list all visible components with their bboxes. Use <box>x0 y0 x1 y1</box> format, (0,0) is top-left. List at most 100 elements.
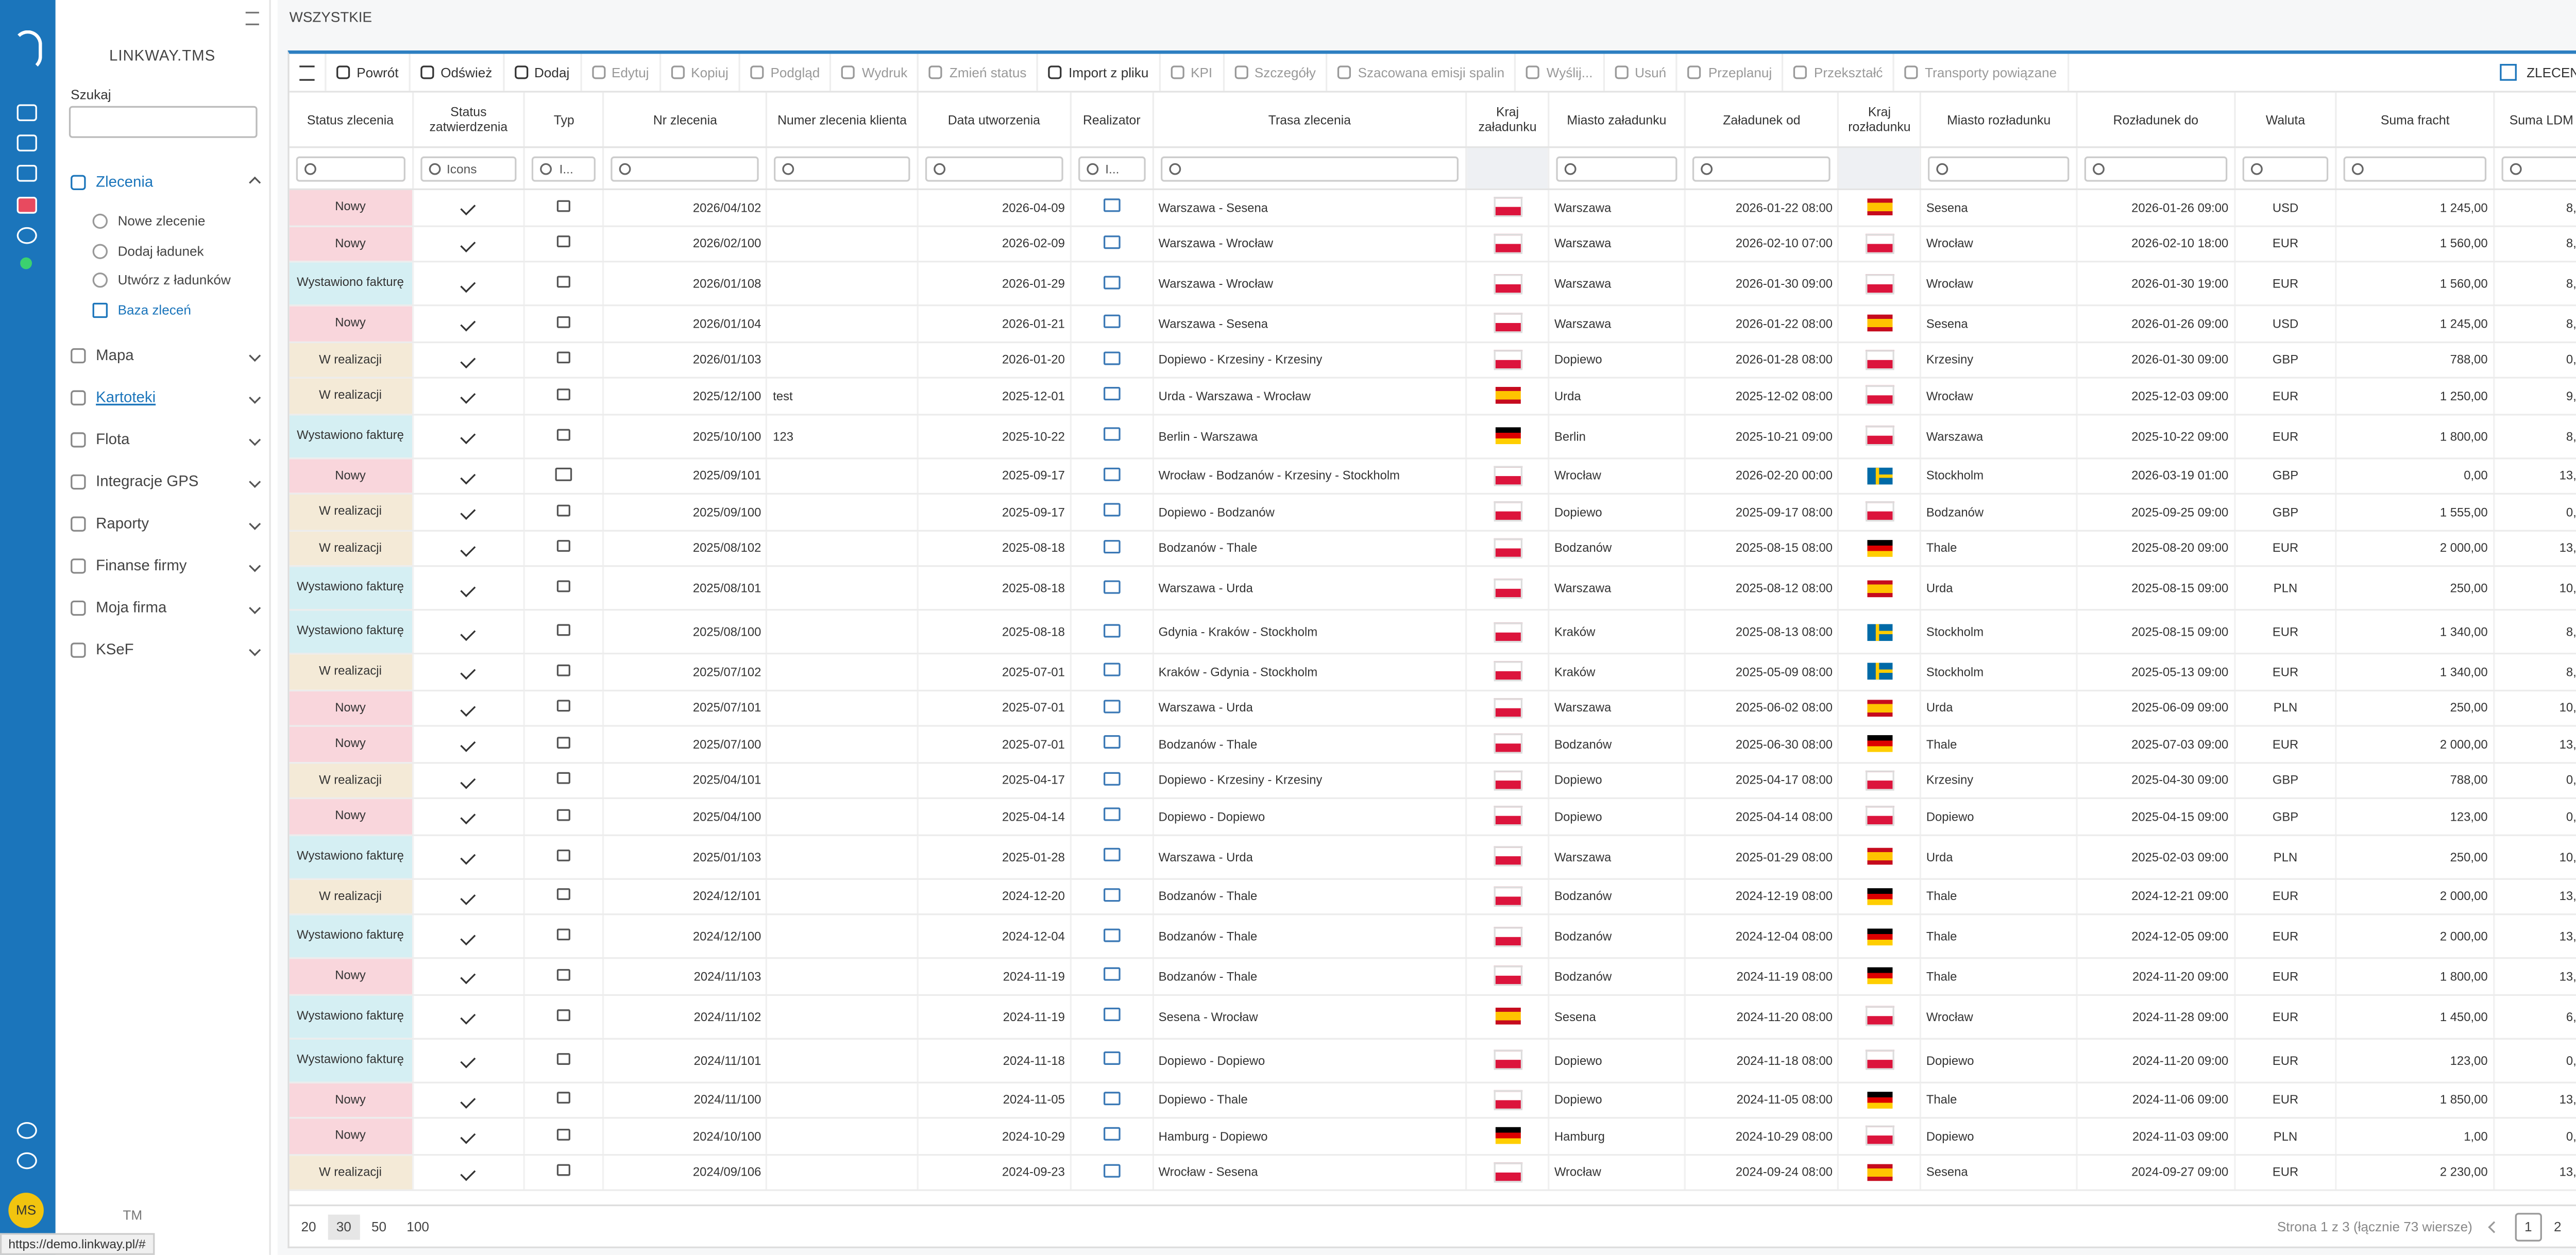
nav-subitem[interactable]: Nowe zlecenie <box>92 213 205 229</box>
toolbar-button[interactable]: Transporty powiązane <box>1894 54 2069 91</box>
page-size[interactable]: 50 <box>371 1218 387 1234</box>
order-row[interactable]: Wystawiono fakturę 2026/01/108 2026-01-29 W… <box>289 261 2576 307</box>
search-input[interactable] <box>69 106 258 138</box>
order-row[interactable]: Nowy 2024/11/100 2024-11-05 Dopiewo - Thale… <box>289 1081 2576 1119</box>
toolbar-button[interactable]: Podgląd <box>740 54 832 91</box>
column-header[interactable]: Miasto rozładunku <box>1920 92 2078 148</box>
filter-input[interactable] <box>924 156 1063 181</box>
toolbar-button[interactable]: Wyślij... <box>1516 54 1605 91</box>
column-header[interactable]: Nr zlecenia <box>603 92 768 148</box>
nav-item[interactable]: Mapa <box>71 347 261 363</box>
filter-input[interactable] <box>611 156 760 181</box>
filter-input[interactable] <box>1556 156 1677 181</box>
order-row[interactable]: Nowy 2026/02/100 2026-02-09 Warszawa - Wroc… <box>289 225 2576 263</box>
nav-item[interactable]: Integracje GPS <box>71 473 261 489</box>
toolbar-button[interactable]: Dodaj <box>504 54 582 91</box>
column-header[interactable]: Suma fracht <box>2336 92 2495 148</box>
filter-input[interactable]: I... <box>1078 156 1145 181</box>
filter-input[interactable] <box>296 156 405 181</box>
order-row[interactable]: W realizacji 2026/01/103 2026-01-20 Dopiewo… <box>289 341 2576 379</box>
page-number[interactable]: 1 <box>2514 1212 2543 1241</box>
nav-item[interactable]: KSeF <box>71 641 261 658</box>
column-header[interactable]: Realizator <box>1071 92 1154 148</box>
column-header[interactable]: Numer zlecenia klienta <box>767 92 918 148</box>
toolbar-button[interactable]: Edytuj <box>581 54 661 91</box>
order-row[interactable]: Nowy 2026/04/102 2026-04-09 Warszawa - Sese… <box>289 189 2576 227</box>
rail-icon[interactable] <box>16 197 37 214</box>
toolbar-button[interactable]: KPI <box>1160 54 1225 91</box>
order-row[interactable]: Wystawiono fakturę 2024/12/100 2024-12-04 B… <box>289 914 2576 959</box>
order-row[interactable]: Nowy 2026/01/104 2026-01-21 Warszawa - Sese… <box>289 305 2576 343</box>
toolbar-button[interactable]: Przeplanuj <box>1678 54 1784 91</box>
rail-icon[interactable] <box>16 227 37 244</box>
column-header[interactable]: Miasto załadunku <box>1548 92 1686 148</box>
nav-item[interactable]: Flota <box>71 431 261 448</box>
filter-input[interactable] <box>1160 156 1459 181</box>
toolbar-button[interactable]: Zmień status <box>919 54 1039 91</box>
toolbar-button[interactable]: Powrót <box>326 54 411 91</box>
order-row[interactable]: Nowy 2024/10/100 2024-10-29 Hamburg - Dopie… <box>289 1117 2576 1155</box>
nav-subitem[interactable]: Dodaj ładunek <box>92 243 204 259</box>
page-number[interactable]: 2 <box>2554 1218 2562 1234</box>
filter-input[interactable] <box>2501 156 2576 181</box>
filter-input[interactable] <box>1692 156 1831 181</box>
rail-icon[interactable] <box>16 1122 37 1139</box>
column-header[interactable]: Suma LDM <box>2494 92 2576 148</box>
nav-item[interactable]: Raporty <box>71 515 261 532</box>
filter-input[interactable] <box>774 156 910 181</box>
column-header[interactable]: Status zatwierdzenia <box>412 92 526 148</box>
filter-input[interactable]: I... <box>532 156 596 181</box>
page-size[interactable]: 30 <box>328 1213 360 1239</box>
column-header[interactable]: Rozładunek do <box>2077 92 2235 148</box>
column-header[interactable]: Kraj rozładunku <box>1838 92 1922 148</box>
filter-input[interactable] <box>2344 156 2486 181</box>
order-row[interactable]: Nowy 2025/09/101 2025-09-17 Wrocław - Bodza… <box>289 457 2576 495</box>
toolbar-button[interactable]: Wydruk <box>832 54 920 91</box>
toolbar-button[interactable]: Usuń <box>1604 54 1679 91</box>
order-row[interactable]: W realizacji 2025/09/100 2025-09-17 Dopiewo… <box>289 494 2576 531</box>
order-row[interactable]: Nowy 2025/04/100 2025-04-14 Dopiewo - Dopie… <box>289 798 2576 836</box>
column-header[interactable]: Trasa zlecenia <box>1153 92 1468 148</box>
prev-page[interactable] <box>2487 1220 2500 1232</box>
order-row[interactable]: W realizacji 2025/08/102 2025-08-18 Bodzanó… <box>289 530 2576 567</box>
order-row[interactable]: Wystawiono fakturę 2025/08/100 2025-08-18 G… <box>289 609 2576 655</box>
page-size[interactable]: 20 <box>301 1218 316 1234</box>
filter-input[interactable] <box>2242 156 2329 181</box>
order-row[interactable]: Nowy 2025/07/100 2025-07-01 Bodzanów - Thal… <box>289 725 2576 763</box>
order-row[interactable]: W realizacji 2024/09/106 2024-09-23 Wrocław… <box>289 1154 2576 1191</box>
toolbar-button[interactable]: Przekształć <box>1784 54 1895 91</box>
column-header[interactable]: Typ <box>524 92 604 148</box>
column-header[interactable]: Załadunek od <box>1685 92 1840 148</box>
toolbar-button[interactable]: Kopiuj <box>660 54 740 91</box>
rail-icon[interactable] <box>16 134 37 151</box>
order-row[interactable]: Wystawiono fakturę 2025/10/100 123 2025-10-… <box>289 414 2576 459</box>
menu-toggle[interactable] <box>245 11 259 25</box>
order-row[interactable]: Nowy 2024/11/103 2024-11-19 Bodzanów - Thal… <box>289 958 2576 995</box>
order-row[interactable]: Nowy 2025/07/101 2025-07-01 Warszawa - Urda… <box>289 689 2576 727</box>
order-row[interactable]: W realizacji 2025/07/102 2025-07-01 Kraków … <box>289 653 2576 691</box>
avatar[interactable]: MS <box>8 1193 44 1228</box>
order-row[interactable]: Wystawiono fakturę 2025/01/103 2025-01-28 W… <box>289 834 2576 879</box>
rail-icon[interactable] <box>16 104 37 122</box>
order-row[interactable]: Wystawiono fakturę 2024/11/101 2024-11-18 D… <box>289 1038 2576 1083</box>
rail-icon[interactable] <box>16 165 37 182</box>
order-row[interactable]: Wystawiono fakturę 2025/08/101 2025-08-18 W… <box>289 566 2576 611</box>
toolbar-button[interactable]: Import z pliku <box>1038 54 1161 91</box>
column-header[interactable]: Kraj załadunku <box>1466 92 1550 148</box>
toolbar-button[interactable]: Odśwież <box>410 54 504 91</box>
column-header[interactable]: Waluta <box>2234 92 2337 148</box>
column-header[interactable]: Status zlecenia <box>289 92 413 148</box>
order-row[interactable]: W realizacji 2024/12/101 2024-12-20 Bodzanó… <box>289 878 2576 915</box>
rail-icon[interactable] <box>16 1152 37 1169</box>
toolbar-button[interactable]: Szczegóły <box>1224 54 1328 91</box>
nav-item[interactable]: Kartoteki <box>71 388 261 405</box>
nav-subitem[interactable]: Utwórz z ładunków <box>92 272 231 288</box>
toolbar-button[interactable]: Szacowana emisji spalin <box>1328 54 1517 91</box>
nav-item[interactable]: Finanse firmy <box>71 557 261 573</box>
nav-item[interactable]: Zlecenia <box>71 173 261 190</box>
order-row[interactable]: Wystawiono fakturę 2024/11/102 2024-11-19 S… <box>289 994 2576 1039</box>
filter-input[interactable]: Icons <box>419 156 517 181</box>
nav-item[interactable]: Moja firma <box>71 599 261 616</box>
page-size[interactable]: 100 <box>406 1218 429 1234</box>
menu-button[interactable] <box>290 54 327 91</box>
